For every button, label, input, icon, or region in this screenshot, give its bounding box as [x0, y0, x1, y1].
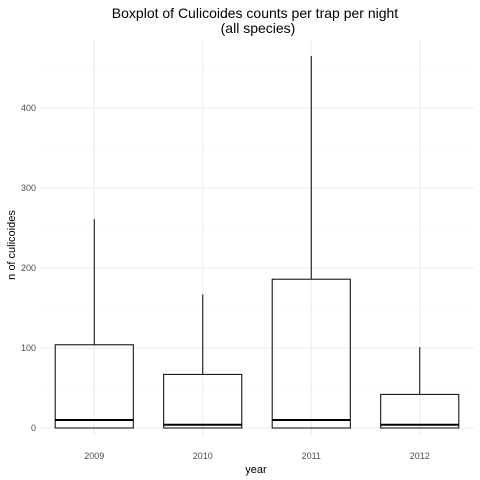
y-tick-label: 200 [21, 263, 36, 273]
box-rect [271, 278, 351, 429]
y-tick-label: 300 [21, 183, 36, 193]
box-2011 [271, 56, 351, 429]
x-tick-label: 2009 [84, 451, 104, 461]
x-tick-label: 2011 [302, 451, 321, 461]
box-2009 [54, 219, 134, 429]
y-tick-label: 0 [31, 423, 36, 433]
box-layer [54, 56, 460, 429]
box-rect [54, 344, 134, 429]
x-axis-title: year [245, 464, 267, 476]
tick-layer: 0 100 200 300 400 2009 2010 2011 2012 [21, 103, 430, 461]
box-2010 [163, 294, 243, 429]
x-tick-label: 2012 [410, 451, 430, 461]
box-rect [163, 373, 243, 429]
chart-title: Boxplot of Culicoides counts per trap pe… [112, 5, 398, 21]
y-tick-label: 100 [21, 343, 36, 353]
x-tick-label: 2010 [193, 451, 213, 461]
grid-layer [40, 40, 474, 436]
box-rect [380, 393, 460, 429]
chart-subtitle: (all species) [221, 20, 296, 36]
y-tick-label: 400 [21, 103, 36, 113]
y-axis-title: n of culicoides [6, 210, 18, 280]
box-2012 [380, 347, 460, 429]
